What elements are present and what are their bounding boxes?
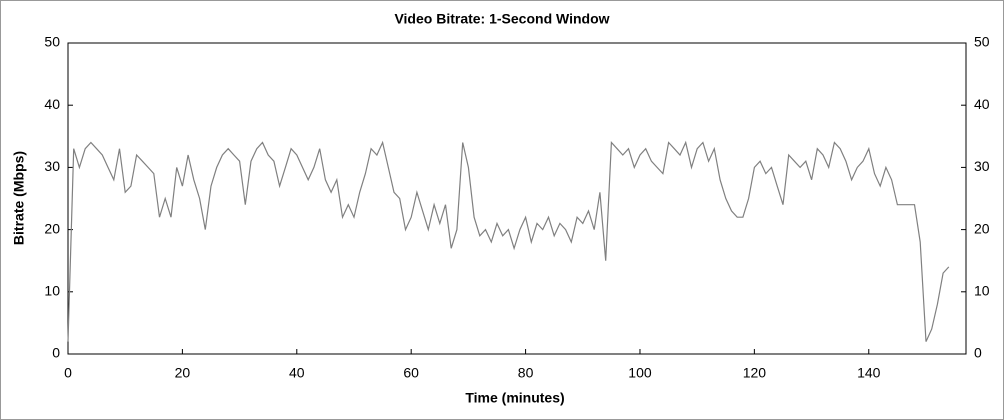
y-tick-label: 0 <box>52 345 60 361</box>
y2-tick-label: 40 <box>974 96 990 112</box>
bitrate-line <box>67 140 950 342</box>
x-tick-label: 60 <box>403 365 419 381</box>
y-axis-label: Bitrate (Mbps) <box>11 151 27 245</box>
x-tick-label: 120 <box>743 365 767 381</box>
x-tick-label: 0 <box>64 365 72 381</box>
chart-title: Video Bitrate: 1-Second Window <box>394 11 609 27</box>
y-tick-label: 30 <box>44 158 60 174</box>
y-tick-label: 10 <box>44 283 60 299</box>
x-tick-label: 20 <box>175 365 191 381</box>
y-tick-label: 50 <box>44 34 60 50</box>
y2-tick-label: 30 <box>974 158 990 174</box>
y2-tick-label: 50 <box>974 34 990 50</box>
x-tick-label: 100 <box>628 365 652 381</box>
y2-tick-label: 20 <box>974 220 990 236</box>
x-axis-label: Time (minutes) <box>465 390 564 406</box>
x-tick-label: 80 <box>518 365 534 381</box>
y-tick-label: 20 <box>44 220 60 236</box>
y2-tick-label: 10 <box>974 283 990 299</box>
x-tick-label: 140 <box>857 365 881 381</box>
y2-tick-label: 0 <box>974 345 982 361</box>
x-tick-label: 40 <box>289 365 305 381</box>
plot-border <box>67 42 967 355</box>
y-tick-label: 40 <box>44 96 60 112</box>
